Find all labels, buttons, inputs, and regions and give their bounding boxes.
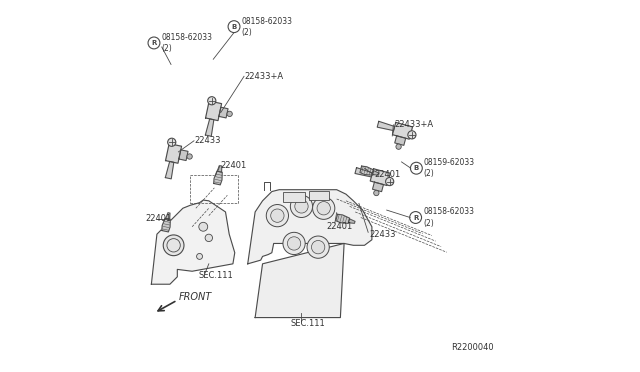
Circle shape bbox=[196, 253, 202, 259]
Circle shape bbox=[295, 200, 308, 213]
Circle shape bbox=[187, 154, 192, 159]
Polygon shape bbox=[372, 171, 379, 175]
Circle shape bbox=[287, 237, 301, 250]
Polygon shape bbox=[205, 119, 214, 136]
Polygon shape bbox=[372, 182, 383, 192]
Text: 22401: 22401 bbox=[220, 161, 246, 170]
Circle shape bbox=[312, 197, 335, 219]
Circle shape bbox=[283, 232, 305, 254]
Circle shape bbox=[266, 205, 289, 227]
Text: FRONT: FRONT bbox=[179, 292, 212, 302]
Polygon shape bbox=[377, 121, 395, 131]
Polygon shape bbox=[255, 243, 344, 318]
Circle shape bbox=[168, 138, 176, 146]
Text: 08159-62033
(2): 08159-62033 (2) bbox=[424, 158, 475, 178]
Polygon shape bbox=[371, 169, 390, 186]
Text: R: R bbox=[151, 40, 157, 46]
Polygon shape bbox=[355, 168, 372, 177]
Circle shape bbox=[317, 202, 330, 215]
Circle shape bbox=[291, 195, 312, 218]
Polygon shape bbox=[336, 214, 349, 223]
Text: 22433: 22433 bbox=[369, 230, 396, 240]
Polygon shape bbox=[179, 150, 188, 160]
Polygon shape bbox=[166, 144, 182, 163]
Text: 22401: 22401 bbox=[374, 170, 401, 179]
Polygon shape bbox=[218, 166, 222, 172]
Circle shape bbox=[208, 97, 216, 105]
Polygon shape bbox=[152, 200, 235, 284]
Text: B: B bbox=[232, 24, 237, 30]
Circle shape bbox=[312, 240, 325, 254]
Text: R: R bbox=[413, 215, 419, 221]
Text: SEC.111: SEC.111 bbox=[198, 271, 233, 280]
Text: 22401: 22401 bbox=[145, 214, 172, 223]
Text: 08158-62033
(2): 08158-62033 (2) bbox=[423, 208, 474, 228]
Polygon shape bbox=[162, 218, 170, 232]
Circle shape bbox=[408, 131, 416, 139]
Text: 22401: 22401 bbox=[326, 221, 353, 231]
Polygon shape bbox=[395, 136, 406, 145]
Circle shape bbox=[374, 190, 379, 196]
Polygon shape bbox=[214, 171, 222, 185]
Circle shape bbox=[227, 111, 232, 116]
Text: 08158-62033
(2): 08158-62033 (2) bbox=[241, 17, 292, 37]
Text: 22433+A: 22433+A bbox=[244, 72, 284, 81]
Bar bbox=[283, 192, 305, 202]
Polygon shape bbox=[348, 219, 355, 223]
Circle shape bbox=[163, 235, 184, 256]
Text: 08158-62033
(2): 08158-62033 (2) bbox=[161, 33, 212, 53]
Polygon shape bbox=[219, 107, 228, 118]
Polygon shape bbox=[165, 161, 174, 179]
Circle shape bbox=[385, 177, 394, 186]
Text: 22433: 22433 bbox=[195, 136, 221, 145]
Polygon shape bbox=[205, 101, 221, 121]
Text: 22433+A: 22433+A bbox=[394, 121, 433, 129]
Circle shape bbox=[205, 234, 212, 241]
Circle shape bbox=[199, 222, 208, 231]
Polygon shape bbox=[360, 166, 374, 175]
Polygon shape bbox=[248, 190, 372, 264]
Polygon shape bbox=[392, 122, 413, 139]
Bar bbox=[309, 191, 329, 200]
Circle shape bbox=[396, 144, 401, 149]
Text: B: B bbox=[413, 165, 419, 171]
Text: R2200040: R2200040 bbox=[452, 343, 494, 352]
Text: SEC.111: SEC.111 bbox=[291, 320, 325, 328]
Circle shape bbox=[307, 236, 329, 258]
Circle shape bbox=[271, 209, 284, 222]
Polygon shape bbox=[166, 213, 170, 219]
